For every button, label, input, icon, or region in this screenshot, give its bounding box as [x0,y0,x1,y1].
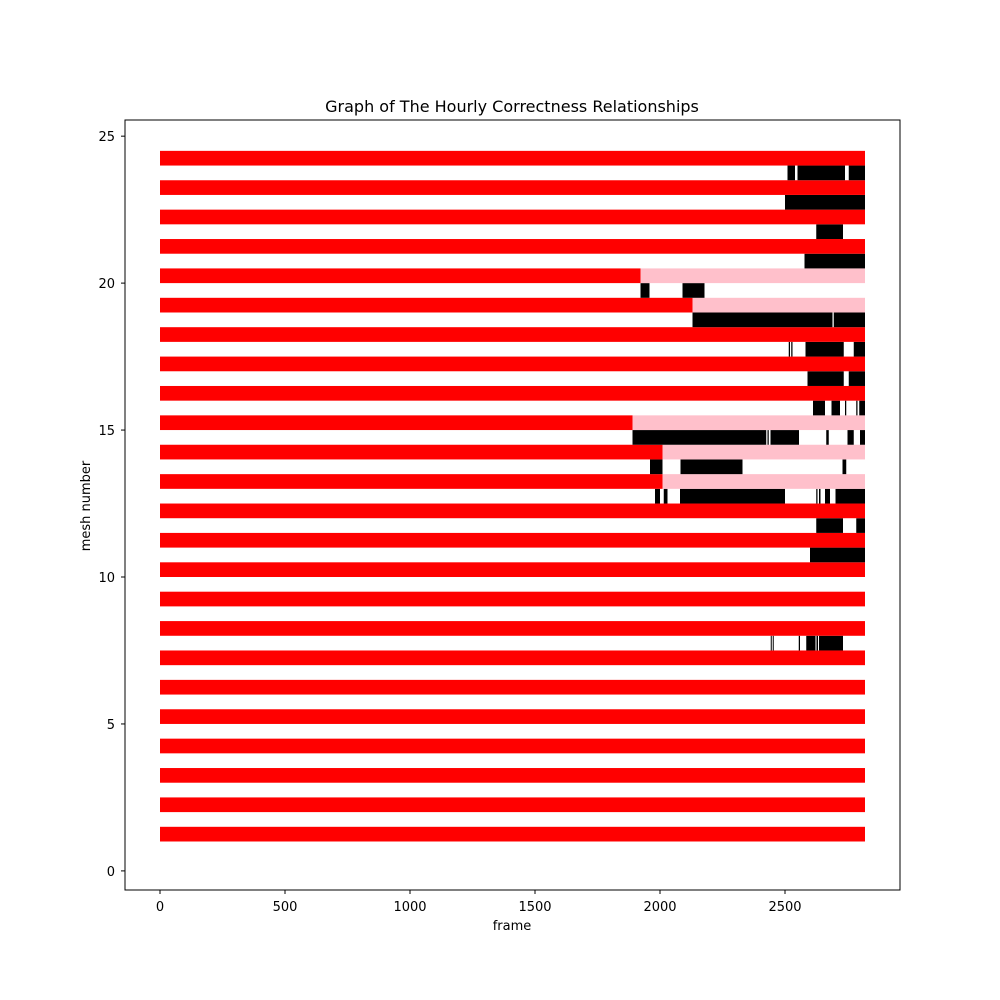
mesh-22-segment-1 [160,209,865,225]
mesh-15-errors-segment-3 [845,400,847,416]
mesh-7-errors-segment-2 [772,635,774,651]
mesh-16-errors-segment-1 [807,371,844,386]
mesh-9-segment-1 [160,591,865,607]
mesh-3-segment-1 [160,768,865,783]
mesh-14-pink-segment-1 [662,444,865,460]
mesh-8-segment-1 [160,621,865,636]
y-axis-label: mesh number [79,460,94,551]
mesh-7-errors-segment-5 [816,635,818,651]
x-tick-label: 1000 [393,900,426,915]
mesh-20-pink-segment-1 [640,268,865,284]
mesh-16-segment-1 [160,385,865,401]
mesh-17-errors-segment-4 [853,341,865,357]
mesh-21-segment-1 [160,239,865,254]
x-tick-label: 2500 [768,900,801,915]
x-axis-label: frame [493,919,532,934]
mesh-13-errors-segment-3 [842,459,847,475]
mesh-13-segment-1 [160,474,663,489]
mesh-17-segment-1 [160,356,865,372]
mesh-21-errors-segment-1 [816,224,843,240]
mesh-19-errors-segment-2 [682,283,705,298]
mesh-23-errors-segment-1 [787,165,795,181]
mesh-7-errors-segment-6 [819,635,843,651]
mesh-12-errors-segment-7 [835,488,865,504]
mesh-18-errors-segment-2 [833,312,865,328]
mesh-16-errors-segment-2 [848,371,865,386]
mesh-17-errors-segment-1 [788,341,790,357]
y-tick-label: 0 [107,865,115,880]
mesh-11-segment-1 [160,532,865,548]
mesh-18-errors-segment-1 [692,312,833,328]
mesh-12-errors-segment-5 [819,488,821,504]
bars-layer [160,150,865,842]
mesh-18-segment-1 [160,327,865,342]
y-tick-label: 10 [98,571,115,586]
mesh-12-errors-segment-1 [655,488,660,504]
mesh-17-errors-segment-3 [805,341,844,357]
y-tick-label: 15 [98,424,115,439]
mesh-19-segment-1 [160,297,693,313]
mesh-11-errors-segment-1 [816,518,843,533]
mesh-23-errors-segment-2 [797,165,845,181]
mesh-19-pink-segment-1 [692,297,865,313]
mesh-11-errors-segment-2 [856,518,865,533]
x-tick-label: 500 [273,900,298,915]
mesh-14-errors-segment-6 [860,430,865,445]
mesh-5-segment-1 [160,709,865,724]
mesh-4-segment-1 [160,738,865,754]
mesh-12-errors-segment-4 [816,488,818,504]
mesh-13-errors-segment-1 [650,459,663,475]
mesh-12-errors-segment-3 [680,488,785,504]
mesh-20-errors-segment-1 [804,253,865,269]
chart-title: Graph of The Hourly Correctness Relation… [325,97,699,116]
mesh-24-segment-1 [160,150,865,166]
mesh-12-segment-1 [160,503,865,519]
mesh-14-errors-segment-5 [847,430,854,445]
mesh-23-segment-1 [160,180,865,195]
mesh-17-errors-segment-2 [791,341,793,357]
x-tick-label: 2000 [643,900,676,915]
mesh-15-errors-segment-5 [859,400,865,416]
y-tick-label: 25 [98,130,115,145]
mesh-7-segment-1 [160,650,865,666]
mesh-14-segment-1 [160,444,663,460]
mesh-22-errors-segment-1 [785,194,865,210]
mesh-2-segment-1 [160,797,865,813]
ticks-layer: 0 500 1000 1500 2000 2500 0 5 10 15 20 25 [98,130,801,915]
mesh-15-segment-1 [160,415,633,431]
y-tick-label: 5 [107,718,115,733]
mesh-14-errors-segment-2 [767,430,769,445]
mesh-14-errors-segment-1 [632,430,767,445]
x-tick-label: 0 [156,900,164,915]
mesh-12-errors-segment-2 [663,488,668,504]
plot-frame [124,119,901,891]
mesh-13-pink-segment-1 [662,474,865,489]
mesh-23-errors-segment-3 [848,165,865,181]
mesh-10-errors-segment-1 [810,547,865,563]
mesh-7-errors-segment-1 [770,635,772,651]
mesh-15-errors-segment-1 [813,400,825,416]
mesh-7-errors-segment-4 [806,635,816,651]
x-tick-label: 1500 [518,900,551,915]
y-tick-label: 20 [98,277,115,292]
mesh-14-errors-segment-3 [770,430,799,445]
mesh-6-segment-1 [160,679,865,695]
mesh-10-segment-1 [160,562,865,577]
mesh-7-errors-segment-3 [798,635,800,651]
mesh-14-errors-segment-4 [826,430,829,445]
mesh-15-pink-segment-1 [632,415,865,431]
mesh-13-errors-segment-2 [680,459,743,475]
mesh-12-errors-segment-6 [825,488,830,504]
mesh-20-segment-1 [160,268,641,284]
mesh-1-segment-1 [160,826,865,842]
mesh-19-errors-segment-1 [640,283,650,298]
mesh-15-errors-segment-4 [856,400,858,416]
mesh-15-errors-segment-2 [831,400,840,416]
